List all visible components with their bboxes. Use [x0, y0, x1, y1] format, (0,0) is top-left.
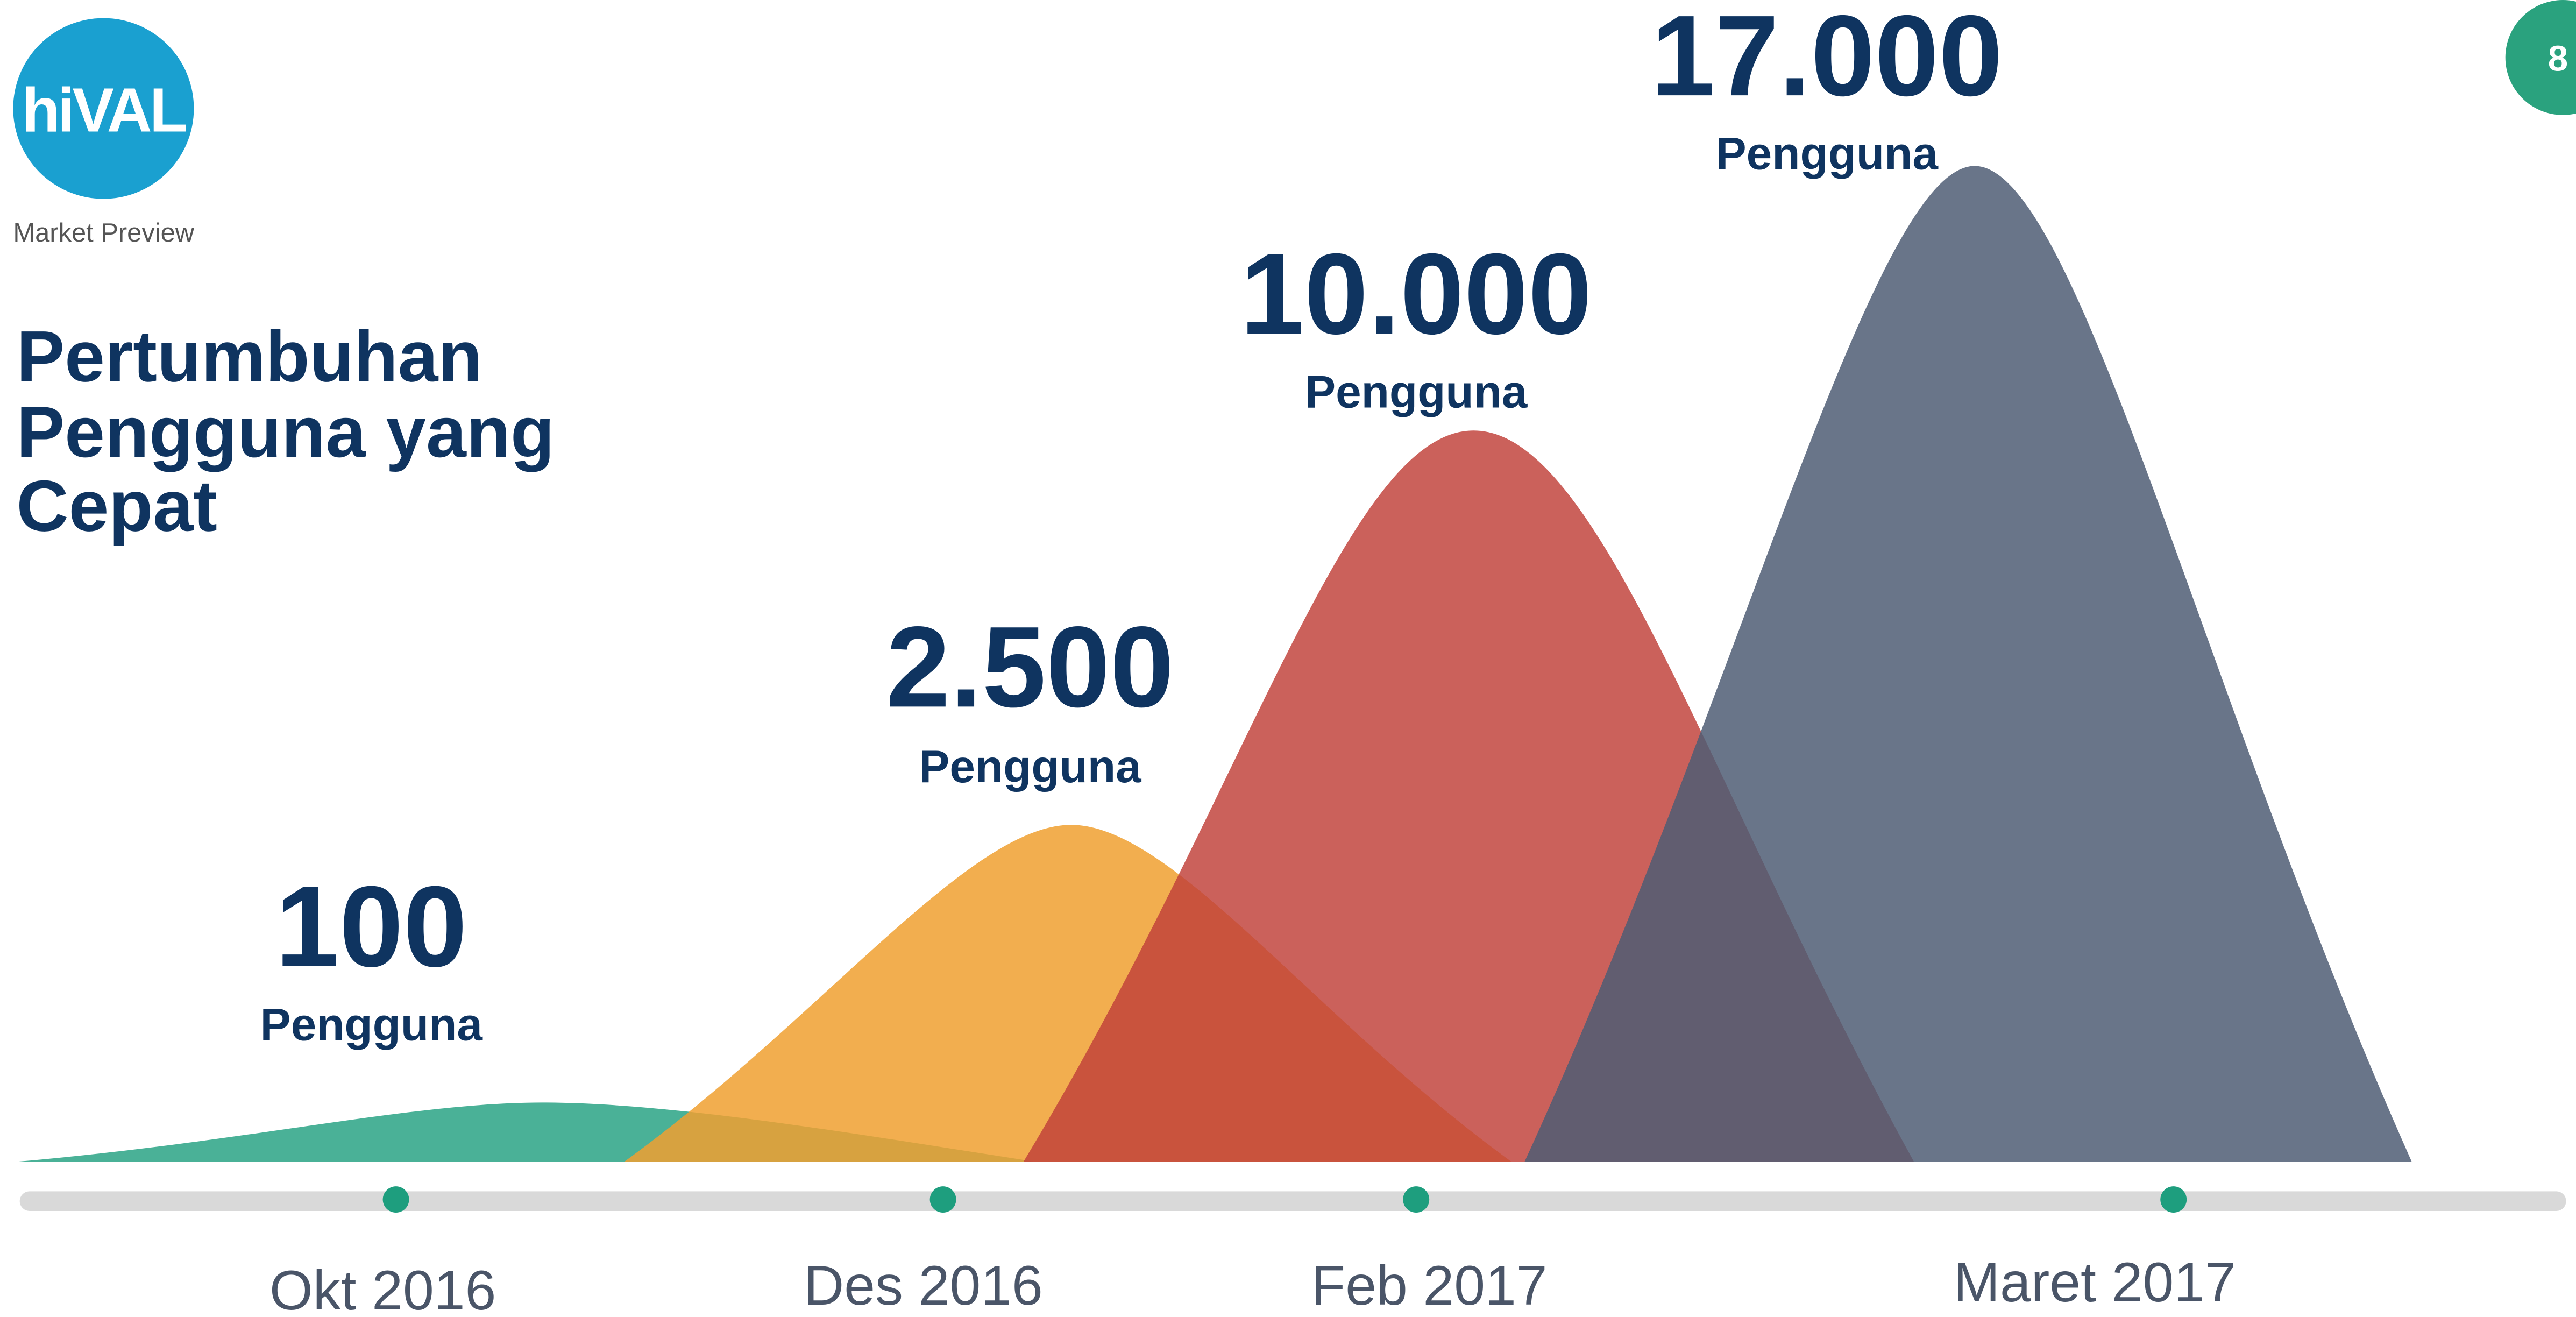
milestone-unit: Pengguna: [1305, 366, 1528, 417]
title-line: Cepat: [17, 466, 217, 547]
milestone-date: Okt 2016: [269, 1259, 496, 1317]
milestone-unit: Pengguna: [919, 741, 1142, 792]
milestone-value: 10.000: [1240, 230, 1592, 358]
milestone-value: 17.000: [1651, 0, 2003, 120]
bell-maret: [1524, 166, 2412, 1162]
timeline-dot: [929, 1186, 956, 1213]
milestone-date: Feb 2017: [1311, 1255, 1548, 1317]
logo-text: hiVAL: [22, 75, 186, 145]
logo-circle: [13, 18, 194, 199]
title-line: Pengguna yang: [17, 392, 555, 472]
page-badge: [2505, 0, 2576, 115]
timeline-dot: [2160, 1186, 2187, 1213]
timeline-dot: [1403, 1186, 1430, 1213]
milestone-value: 100: [275, 862, 467, 991]
title-line: Pertumbuhan: [17, 316, 482, 397]
milestone-unit: Pengguna: [1716, 129, 1939, 180]
milestone-unit: Pengguna: [260, 999, 484, 1050]
milestone-date: Maret 2017: [1953, 1251, 2236, 1314]
milestones: 100 Pengguna Okt 2016 2.500 Pengguna Des 2016…: [260, 0, 2236, 1317]
page-number: 8: [2548, 38, 2568, 79]
milestone-value: 2.500: [886, 603, 1174, 731]
logo-subtitle: Market Preview: [13, 218, 194, 247]
milestone-date: Des 2016: [804, 1255, 1042, 1317]
timeline-dot: [382, 1186, 409, 1213]
